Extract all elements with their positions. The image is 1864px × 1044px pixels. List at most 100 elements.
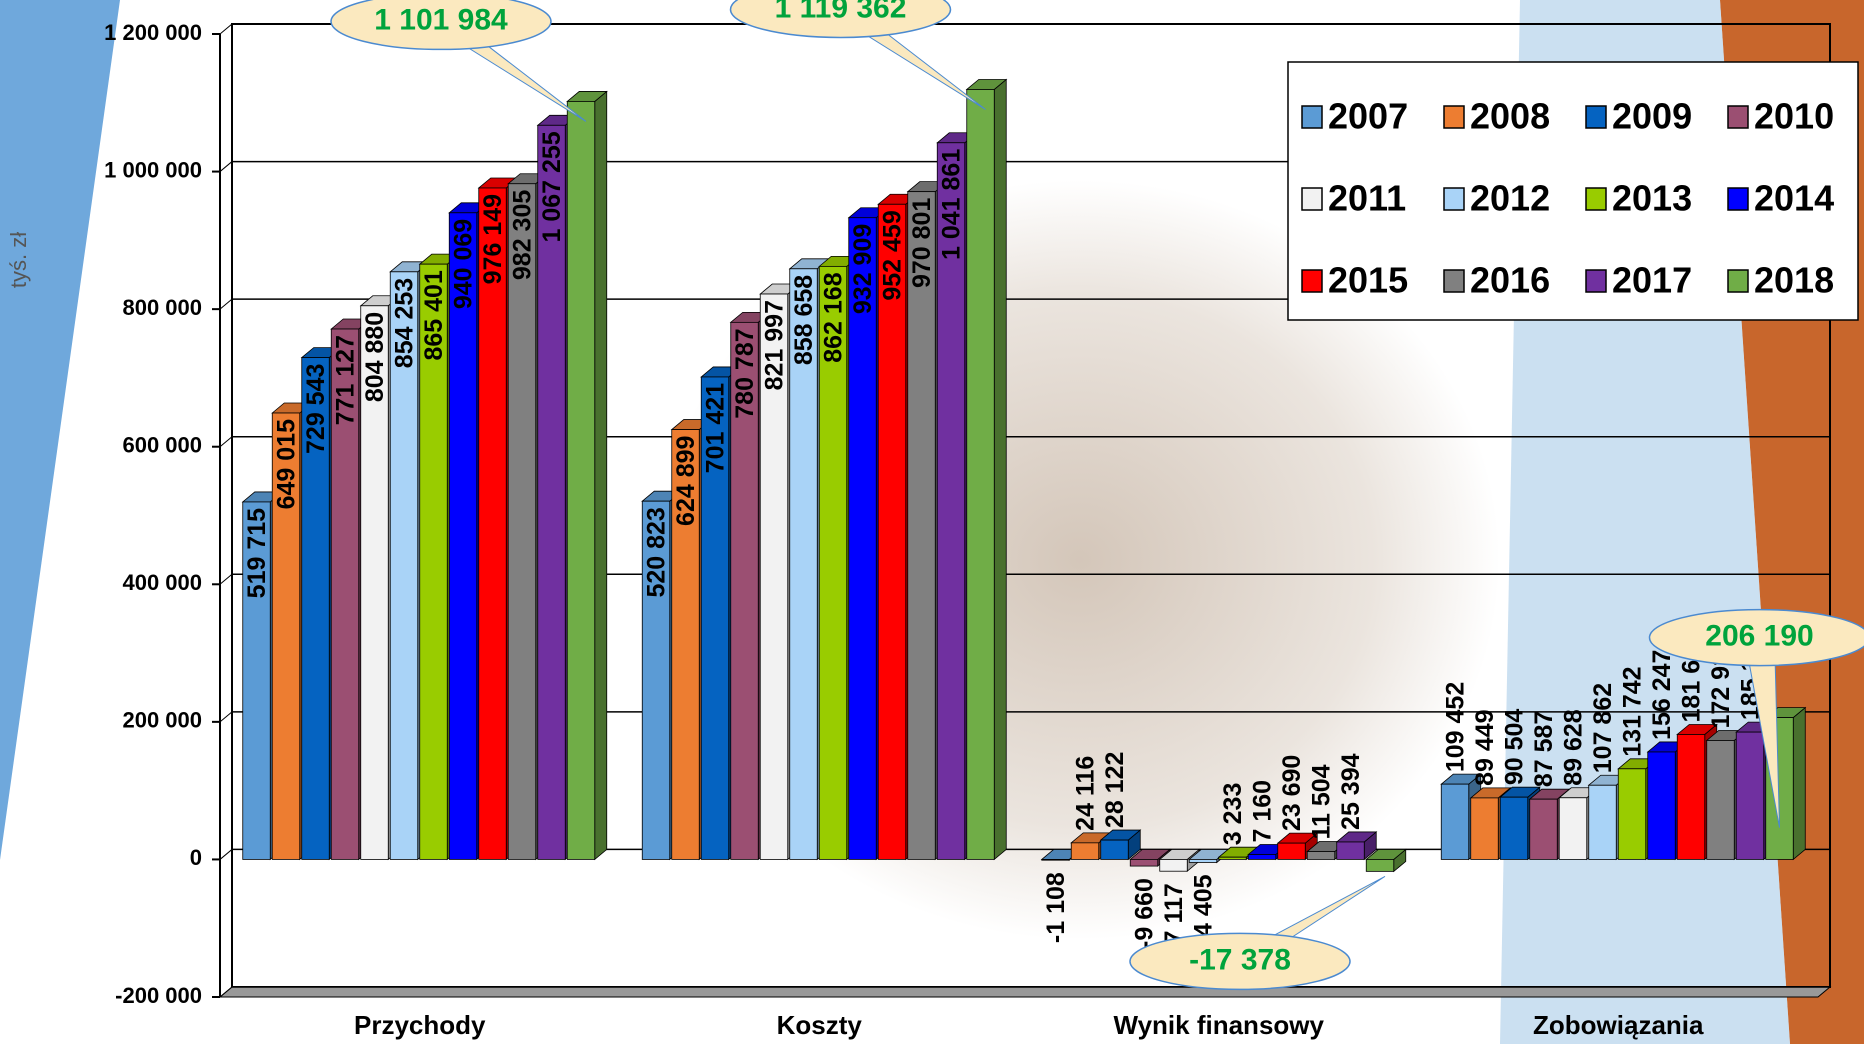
- grid-side: [219, 23, 233, 35]
- bar-side: [1792, 706, 1806, 861]
- value-label: 89 449: [1471, 709, 1499, 785]
- bar: [1647, 751, 1676, 860]
- grid-side: [219, 298, 233, 310]
- legend: [1287, 61, 1859, 321]
- value-label: 804 880: [361, 312, 389, 402]
- bar: [730, 321, 759, 860]
- value-label: 821 997: [761, 300, 789, 390]
- value-label: 952 459: [879, 210, 907, 300]
- legend-label: 2012: [1470, 178, 1550, 219]
- bar: [1247, 854, 1277, 860]
- bar: [1588, 784, 1617, 860]
- bar: [1336, 841, 1365, 860]
- bar: [1129, 859, 1159, 867]
- grid-side: [219, 711, 233, 723]
- legend-label: 2017: [1612, 260, 1692, 301]
- bar: [641, 500, 671, 860]
- value-label: -9 660: [1131, 878, 1159, 949]
- value-label: 932 909: [849, 224, 877, 314]
- bar: [1529, 798, 1558, 860]
- bar-side: [993, 78, 1007, 861]
- bar: [1617, 768, 1647, 860]
- value-label: 519 715: [243, 508, 271, 598]
- legend-label: 2010: [1754, 96, 1834, 137]
- callout: [1129, 932, 1351, 991]
- bar: [360, 305, 389, 860]
- bar: [448, 212, 478, 860]
- value-label: 206 190: [1705, 620, 1813, 653]
- bar: [330, 328, 360, 860]
- bar: [1277, 842, 1306, 860]
- legend-swatch: [1301, 269, 1323, 293]
- value-label: -17 378: [1189, 943, 1291, 976]
- value-label: 89 628: [1560, 709, 1588, 786]
- callout: [1648, 608, 1864, 667]
- value-label: 90 504: [1501, 709, 1529, 786]
- legend-swatch: [1301, 105, 1323, 129]
- value-label: 862 168: [820, 272, 848, 362]
- y-tick-label: 400 000: [122, 570, 202, 595]
- value-label: 3 233: [1219, 783, 1247, 846]
- y-tick-label: 1 000 000: [104, 157, 202, 182]
- legend-swatch: [1585, 105, 1607, 129]
- bar: [1735, 731, 1765, 860]
- grid-side: [219, 161, 233, 172]
- bar: [1041, 859, 1070, 861]
- legend-label: 2008: [1470, 96, 1550, 137]
- value-label: 940 069: [450, 219, 478, 309]
- bar: [789, 268, 818, 860]
- bar: [818, 265, 848, 860]
- y-tick-label: 800 000: [122, 295, 202, 320]
- legend-swatch: [1727, 269, 1749, 293]
- grid-side: [219, 849, 233, 860]
- value-label: -1 108: [1042, 872, 1070, 943]
- bar: [848, 217, 877, 860]
- value-label: 701 421: [702, 383, 730, 473]
- bar: [877, 203, 907, 860]
- value-label: 854 253: [391, 278, 419, 368]
- bar: [700, 376, 730, 860]
- value-label: 131 742: [1619, 666, 1647, 756]
- value-label: 976 149: [479, 194, 507, 284]
- grid-side: [219, 436, 233, 448]
- value-label: 28 122: [1101, 752, 1129, 828]
- bar: [936, 142, 966, 860]
- bar: [1159, 859, 1188, 872]
- bar: [671, 429, 700, 860]
- legend-label: 2015: [1328, 260, 1408, 301]
- legend-swatch: [1585, 269, 1607, 293]
- legend-swatch: [1443, 187, 1465, 211]
- value-label: 1 067 255: [538, 131, 566, 242]
- value-label: 780 787: [731, 328, 759, 418]
- value-label: 729 543: [302, 364, 330, 454]
- y-tick-label: 200 000: [122, 708, 202, 733]
- value-label: 865 401: [420, 270, 448, 360]
- bar: [1365, 859, 1395, 872]
- value-label: 11 504: [1308, 764, 1336, 839]
- value-label: 87 587: [1530, 711, 1558, 787]
- value-label: 970 801: [908, 198, 936, 288]
- callout: [729, 0, 952, 39]
- legend-swatch: [1727, 187, 1749, 211]
- grid-side: [219, 986, 233, 998]
- legend-swatch: [1585, 187, 1607, 211]
- callout: [330, 0, 552, 51]
- bar: [1470, 797, 1499, 860]
- x-tick-label: Zobowiązania: [1533, 1010, 1704, 1040]
- value-label: 156 247: [1648, 650, 1676, 740]
- bar: [966, 89, 995, 860]
- legend-swatch: [1727, 105, 1749, 129]
- value-label: 624 899: [672, 436, 700, 526]
- bar: [1558, 797, 1588, 860]
- legend-label: 2018: [1754, 260, 1834, 301]
- x-tick-label: Wynik finansowy: [1114, 1010, 1325, 1040]
- bar: [271, 412, 301, 860]
- value-label: 520 823: [643, 507, 671, 597]
- y-tick-label: 0: [190, 845, 202, 870]
- legend-swatch: [1443, 105, 1465, 129]
- bar: [1070, 842, 1100, 860]
- bar: [1188, 859, 1218, 863]
- grid-side: [219, 573, 233, 585]
- bar: [759, 293, 789, 860]
